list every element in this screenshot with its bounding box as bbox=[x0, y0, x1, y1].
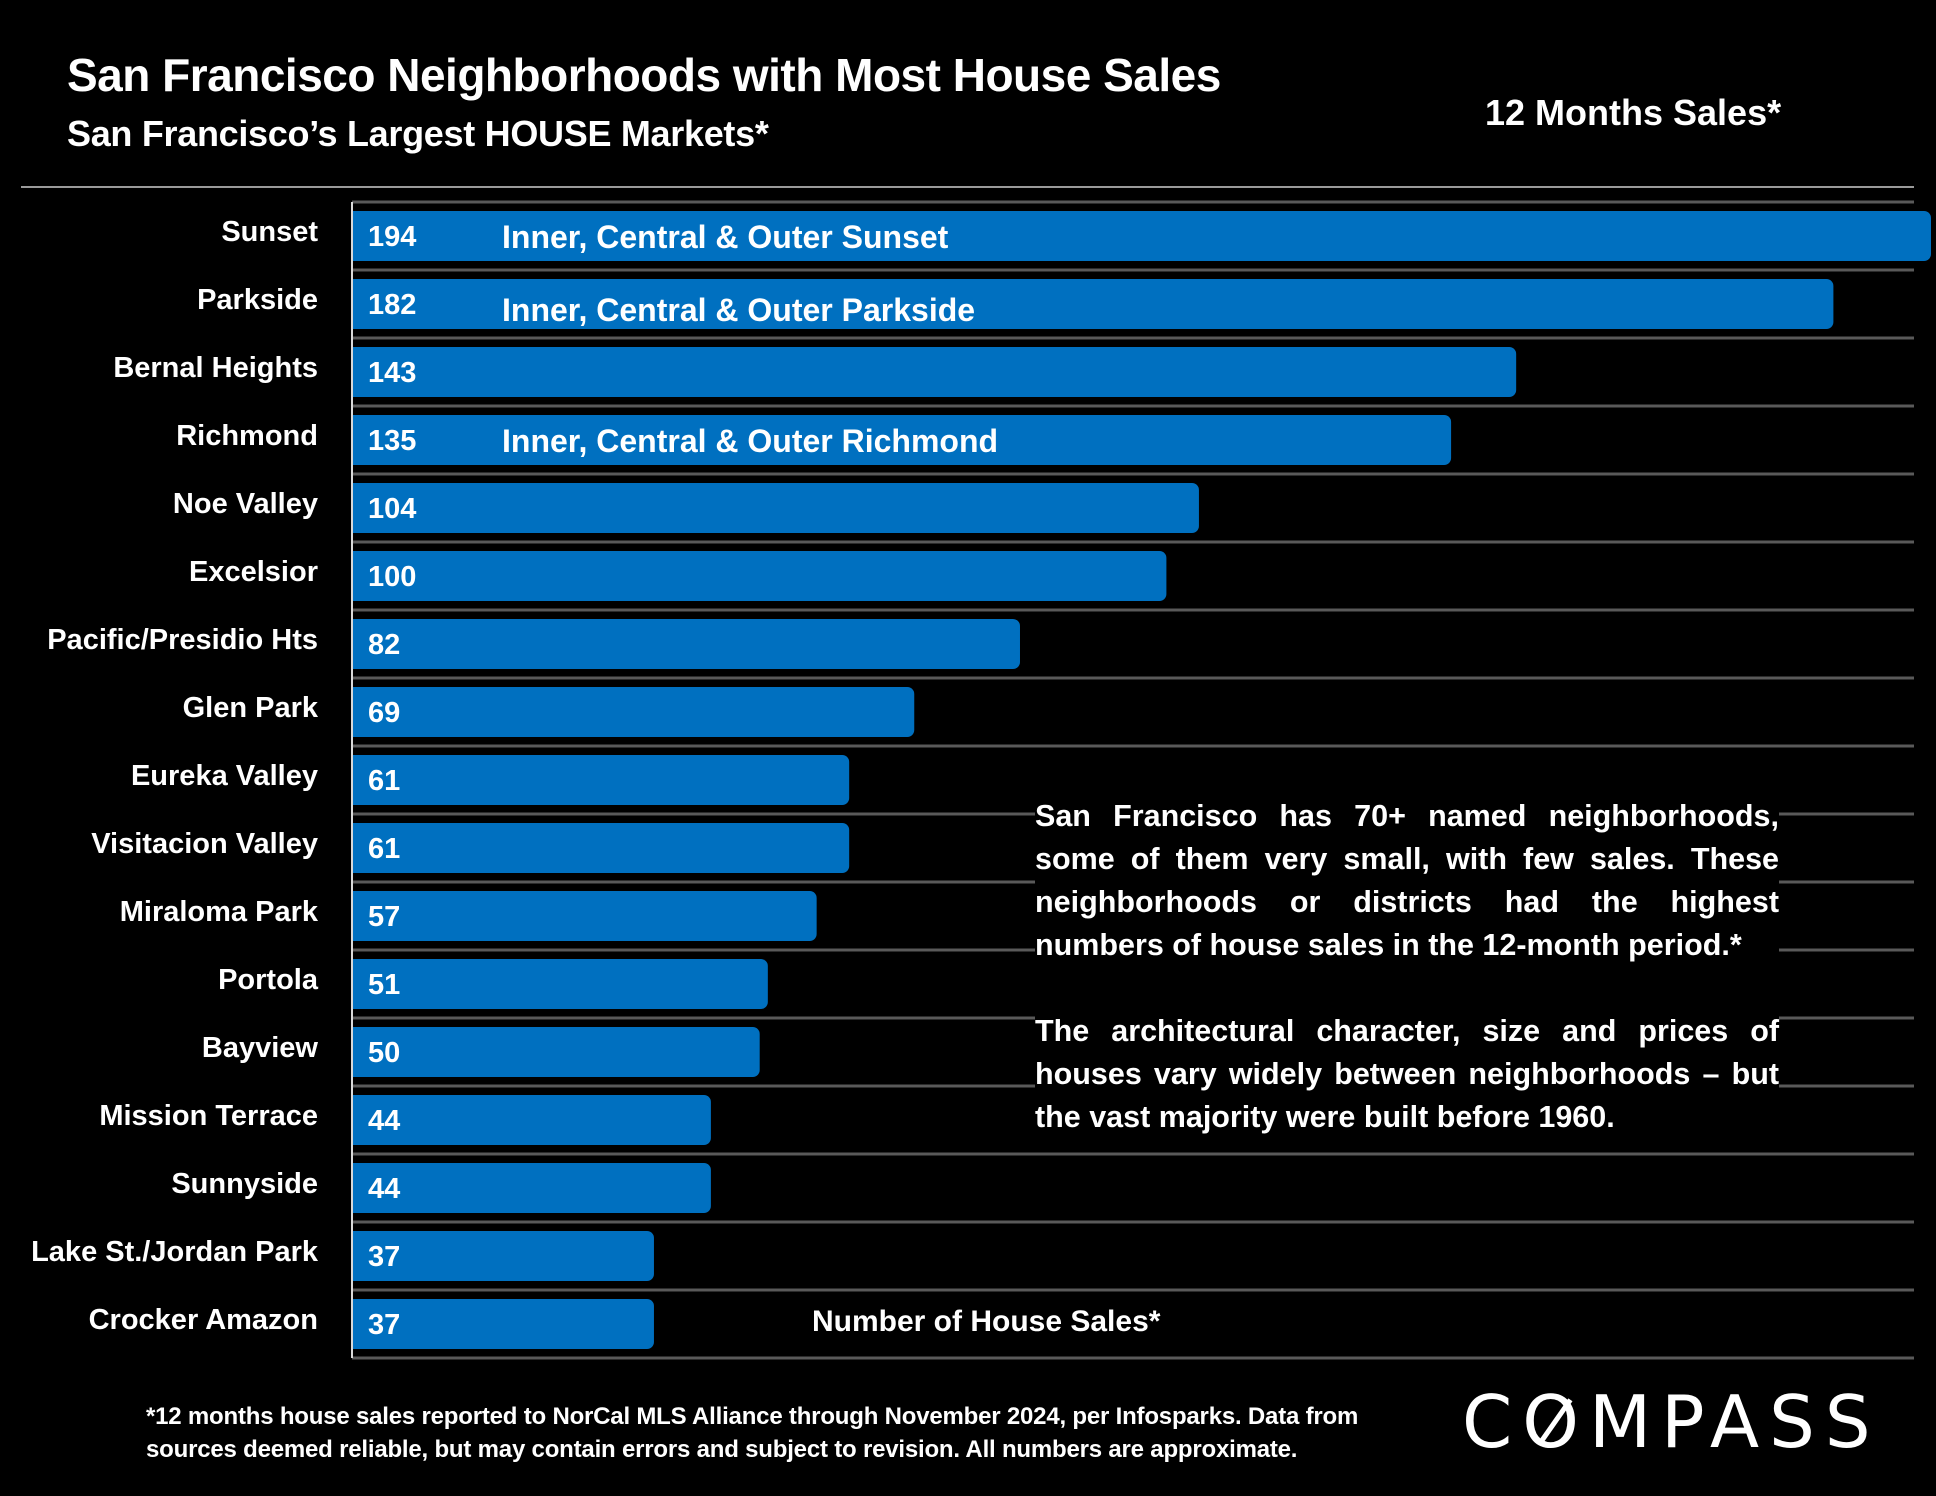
data-label: 44 bbox=[368, 1105, 400, 1137]
bar bbox=[353, 1027, 760, 1077]
bar bbox=[353, 1299, 654, 1349]
bar bbox=[353, 483, 1199, 533]
bar-left-edge bbox=[353, 1231, 363, 1281]
category-label: Richmond bbox=[176, 420, 318, 452]
bar bbox=[353, 347, 1517, 397]
category-label: Excelsior bbox=[189, 556, 318, 588]
category-label: Eureka Valley bbox=[131, 760, 318, 792]
data-label: 194 bbox=[368, 221, 416, 253]
compass-logo: COMPASS bbox=[1462, 1380, 1881, 1464]
category-label: Mission Terrace bbox=[99, 1100, 318, 1132]
data-label: 50 bbox=[368, 1037, 400, 1069]
data-label: 82 bbox=[368, 629, 400, 661]
category-label: Glen Park bbox=[183, 692, 319, 724]
data-label: 44 bbox=[368, 1173, 400, 1205]
data-label: 61 bbox=[368, 833, 400, 865]
logo-text-end: MPASS bbox=[1588, 1380, 1881, 1464]
bar-left-edge bbox=[353, 1299, 363, 1349]
data-label: 182 bbox=[368, 289, 416, 321]
x-axis-label: Number of House Sales* bbox=[812, 1305, 1161, 1338]
period-label: 12 Months Sales* bbox=[1485, 92, 1782, 133]
category-label: Lake St./Jordan Park bbox=[31, 1236, 319, 1268]
category-label: Sunnyside bbox=[171, 1168, 318, 1200]
data-label: 61 bbox=[368, 765, 400, 797]
chart-subtitle: San Francisco’s Largest HOUSE Markets* bbox=[67, 113, 769, 154]
data-label: 37 bbox=[368, 1241, 400, 1273]
category-label: Portola bbox=[218, 964, 319, 996]
category-label: Crocker Amazon bbox=[89, 1304, 318, 1336]
bar bbox=[353, 619, 1020, 669]
category-label: Noe Valley bbox=[173, 488, 318, 520]
bar bbox=[353, 959, 768, 1009]
bar-annotation: Inner, Central & Outer Parkside bbox=[502, 292, 975, 328]
footnote: *12 months house sales reported to NorCa… bbox=[146, 1403, 1359, 1463]
bar-left-edge bbox=[353, 483, 363, 533]
bar-left-edge bbox=[353, 619, 363, 669]
bar bbox=[353, 755, 850, 805]
bar bbox=[353, 211, 1931, 261]
bar-annotation: Inner, Central & Outer Richmond bbox=[502, 423, 998, 459]
data-label: 135 bbox=[368, 425, 416, 457]
bar-left-edge bbox=[353, 1027, 363, 1077]
bar-left-edge bbox=[353, 279, 363, 329]
bar-left-edge bbox=[353, 551, 363, 601]
bar-left-edge bbox=[353, 415, 363, 465]
bar bbox=[353, 279, 1834, 329]
data-label: 51 bbox=[368, 969, 400, 1001]
bar-left-edge bbox=[353, 1095, 363, 1145]
note-paragraph-1: San Francisco has 70+ named neighborhood… bbox=[1035, 799, 1779, 962]
bar-left-edge bbox=[353, 891, 363, 941]
bar bbox=[353, 551, 1167, 601]
bar bbox=[353, 823, 850, 873]
bar-left-edge bbox=[353, 755, 363, 805]
bar-left-edge bbox=[353, 823, 363, 873]
chart-title: San Francisco Neighborhoods with Most Ho… bbox=[67, 49, 1221, 101]
bar-left-edge bbox=[353, 211, 363, 261]
explanatory-note: San Francisco has 70+ named neighborhood… bbox=[1035, 795, 1779, 1139]
category-label: Parkside bbox=[197, 284, 318, 316]
bars: 194 182 143 135 104 100 82 69 61 61 57 51 50 44 44 37 37… bbox=[353, 211, 1931, 1349]
category-labels: Sunset Parkside Bernal Heights Richmond Noe … bbox=[31, 216, 319, 1336]
category-label: Bernal Heights bbox=[113, 352, 318, 384]
category-label: Bayview bbox=[202, 1032, 319, 1064]
data-label: 143 bbox=[368, 357, 416, 389]
logo-slashed-o: O bbox=[1522, 1380, 1589, 1464]
bar bbox=[353, 687, 915, 737]
bar bbox=[353, 891, 817, 941]
bar-left-edge bbox=[353, 347, 363, 397]
bar-left-edge bbox=[353, 959, 363, 1009]
data-label: 57 bbox=[368, 901, 400, 933]
bar bbox=[353, 1163, 711, 1213]
bar bbox=[353, 1231, 654, 1281]
bar-annotation: Inner, Central & Outer Sunset bbox=[502, 219, 949, 255]
category-label: Sunset bbox=[221, 216, 318, 248]
data-label: 100 bbox=[368, 561, 416, 593]
header-divider bbox=[21, 186, 1914, 188]
data-label: 37 bbox=[368, 1309, 400, 1341]
data-label: 104 bbox=[368, 493, 416, 525]
category-label: Pacific/Presidio Hts bbox=[47, 624, 318, 656]
category-label: Visitacion Valley bbox=[91, 828, 318, 860]
category-label: Miraloma Park bbox=[120, 896, 319, 928]
data-label: 69 bbox=[368, 697, 400, 729]
bar bbox=[353, 415, 1452, 465]
bar-left-edge bbox=[353, 687, 363, 737]
note-paragraph-2: The architectural character, size and pr… bbox=[1035, 1014, 1779, 1134]
bar-left-edge bbox=[353, 1163, 363, 1213]
bar bbox=[353, 1095, 711, 1145]
logo-text-start: C bbox=[1462, 1380, 1523, 1464]
